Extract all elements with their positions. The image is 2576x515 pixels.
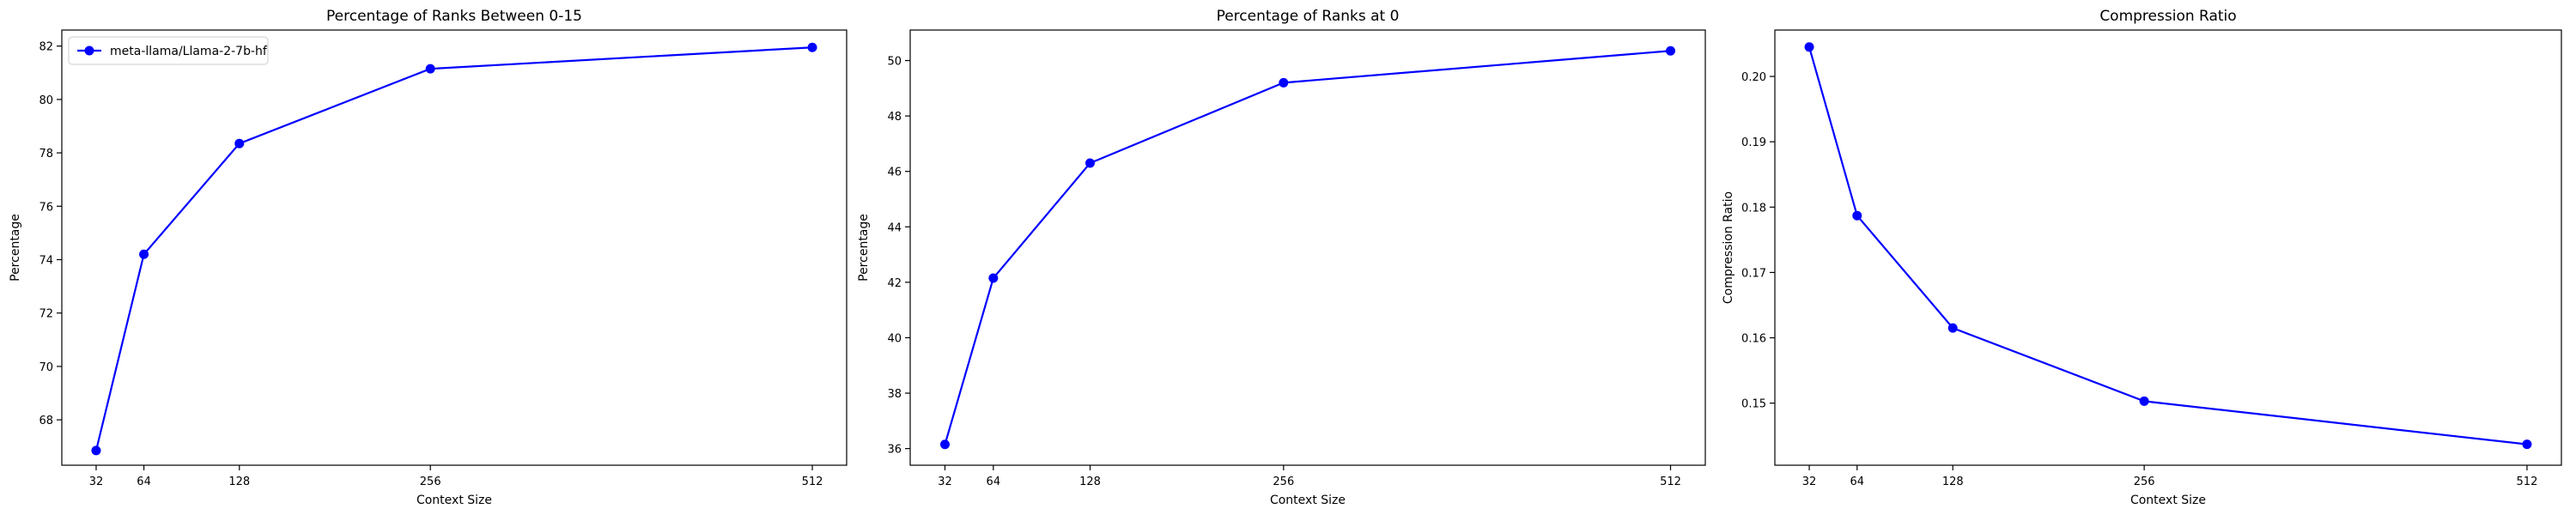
x-tick-label: 128 <box>1079 476 1101 488</box>
y-tick-label: 0.18 <box>1741 202 1766 215</box>
x-tick-label: 512 <box>802 476 823 488</box>
data-point <box>425 64 435 74</box>
y-tick-label: 44 <box>887 221 902 234</box>
y-tick-label: 46 <box>887 167 902 179</box>
data-point <box>1947 323 1958 333</box>
data-point <box>2139 396 2149 406</box>
y-tick-label: 74 <box>39 254 53 267</box>
legend-marker <box>84 45 94 56</box>
x-tick-label: 64 <box>1850 476 1865 488</box>
y-tick-label: 82 <box>39 41 53 54</box>
legend-label: meta-llama/Llama-2-7b-hf <box>110 45 268 58</box>
y-tick-label: 78 <box>39 148 53 161</box>
y-tick-label: 0.20 <box>1741 71 1766 84</box>
data-point <box>807 42 817 52</box>
data-point <box>988 273 999 283</box>
y-tick-label: 42 <box>887 277 902 290</box>
data-point <box>1666 45 1676 56</box>
chart-title: Percentage of Ranks at 0 <box>1217 8 1400 25</box>
plot-frame <box>1774 29 2562 466</box>
plot-frame <box>61 29 848 466</box>
x-tick-label: 64 <box>137 476 151 488</box>
series-line <box>1807 46 2528 445</box>
y-tick-label: 40 <box>887 332 902 345</box>
y-tick-label: 36 <box>887 444 902 457</box>
series-line <box>94 46 813 451</box>
y-tick-label: 76 <box>39 201 53 214</box>
y-tick-label: 50 <box>887 56 902 69</box>
x-tick-label: 32 <box>1802 476 1817 488</box>
x-tick-label: 256 <box>1273 476 1294 488</box>
y-axis-label: Percentage <box>857 214 871 282</box>
chart-title: Compression Ratio <box>2099 8 2236 25</box>
y-tick-label: 48 <box>887 111 902 124</box>
data-point <box>1852 210 1862 221</box>
x-tick-label: 64 <box>987 476 1001 488</box>
y-tick-label: 80 <box>39 94 53 107</box>
data-point <box>2522 439 2532 450</box>
y-tick-label: 68 <box>39 415 53 427</box>
x-axis-label: Context Size <box>2130 494 2206 507</box>
data-point <box>1084 158 1095 168</box>
data-point <box>939 439 950 450</box>
y-tick-label: 0.15 <box>1741 398 1766 411</box>
data-point <box>1804 42 1814 52</box>
plot-frame <box>909 29 1706 466</box>
x-tick-label: 256 <box>2134 476 2155 488</box>
x-tick-label: 128 <box>228 476 250 488</box>
x-tick-label: 32 <box>938 476 952 488</box>
series-line <box>944 50 1671 445</box>
y-tick-label: 0.19 <box>1741 136 1766 149</box>
x-axis-label: Context Size <box>416 494 492 507</box>
y-axis-label: Compression Ratio <box>1722 191 1735 304</box>
y-tick-label: 0.16 <box>1741 333 1766 346</box>
x-tick-label: 512 <box>1660 476 1681 488</box>
y-tick-label: 70 <box>39 361 53 374</box>
chart-panel-3: Compression Ratio 32 64 128 256 512 0.15 0.16 0.… <box>1722 8 2562 507</box>
y-axis-label: Percentage <box>9 214 22 282</box>
x-axis-label: Context Size <box>1270 494 1346 507</box>
data-point <box>1279 77 1289 88</box>
legend-box <box>68 36 269 65</box>
y-tick-label: 38 <box>887 388 902 401</box>
x-tick-label: 32 <box>89 476 104 488</box>
y-tick-label: 72 <box>39 308 53 321</box>
x-tick-label: 128 <box>1942 476 1964 488</box>
data-point <box>139 249 149 259</box>
chart-title: Percentage of Ranks Between 0-15 <box>326 8 582 25</box>
data-point <box>234 138 245 148</box>
chart-panel-2: Percentage of Ranks at 0 32 64 128 256 512 36 3… <box>857 8 1706 507</box>
y-tick-label: 0.17 <box>1741 267 1766 280</box>
x-tick-label: 512 <box>2517 476 2538 488</box>
chart-panel-1: Percentage of Ranks Between 0-15 32 64 128 2… <box>9 8 848 507</box>
x-tick-label: 256 <box>420 476 441 488</box>
data-point <box>91 445 101 456</box>
